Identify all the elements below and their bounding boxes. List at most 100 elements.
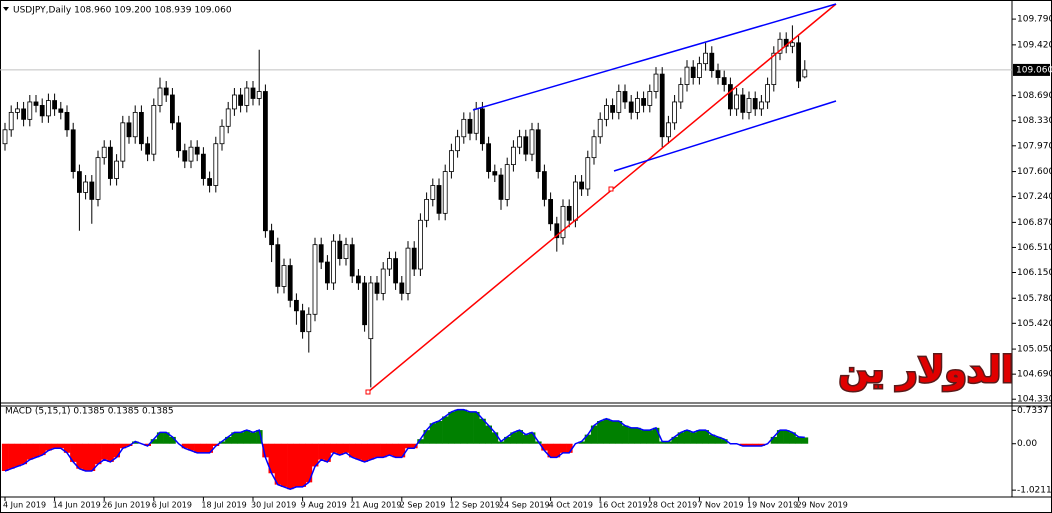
candle-body xyxy=(635,98,640,113)
candle-body xyxy=(436,185,442,214)
candle-body xyxy=(287,265,293,301)
macd-bar xyxy=(652,427,660,444)
candle-body xyxy=(58,108,64,113)
macd-bar xyxy=(355,443,362,460)
menu-arrow[interactable] xyxy=(3,7,9,11)
macd-bar xyxy=(39,443,46,456)
macd-bar xyxy=(218,441,226,444)
candle-body xyxy=(33,101,39,106)
macd-bar xyxy=(150,439,158,444)
x-tick-label: 18 Jul 2019 xyxy=(201,501,246,510)
candle-body xyxy=(101,146,107,159)
candle-body xyxy=(746,98,752,113)
macd-bar xyxy=(132,441,139,444)
x-tick-label: 7 Nov 2019 xyxy=(697,501,743,510)
macd-bar xyxy=(324,443,331,462)
x-tick-label: 14 Jun 2019 xyxy=(53,501,101,510)
candle-body xyxy=(393,258,399,284)
candle-body xyxy=(610,105,615,113)
macd-bar xyxy=(429,423,437,444)
candle-body xyxy=(256,91,262,99)
macd-bar xyxy=(14,443,21,467)
macd-bar xyxy=(795,436,802,444)
macd-bar xyxy=(466,411,474,444)
candle-body xyxy=(790,42,795,47)
macd-bar xyxy=(94,443,102,465)
macd-bar xyxy=(311,443,319,467)
macd-bar xyxy=(504,436,511,444)
candle-body xyxy=(765,84,770,103)
macd-bar xyxy=(268,443,275,474)
y-tick-label: 0.00 xyxy=(1017,439,1037,449)
candle-body xyxy=(52,100,57,110)
macd-bar xyxy=(249,432,257,444)
candle-body xyxy=(659,73,665,138)
candle-body xyxy=(114,160,119,179)
candle-body xyxy=(231,94,237,110)
macd-bar xyxy=(411,443,418,449)
x-tick-label: 28 Oct 2019 xyxy=(648,501,697,510)
macd-bar xyxy=(497,441,505,444)
macd-bar xyxy=(212,443,220,446)
candle-body xyxy=(95,157,101,200)
candle-body xyxy=(169,94,175,124)
candle-body xyxy=(486,143,492,172)
candle-body xyxy=(269,230,275,246)
candle-body xyxy=(777,38,783,54)
candle-body xyxy=(64,111,70,131)
candle-body xyxy=(560,205,566,239)
candle-body xyxy=(728,84,733,110)
macd-bar xyxy=(745,443,753,446)
candle-body xyxy=(306,313,312,333)
candle-body xyxy=(300,310,306,333)
macd-bar xyxy=(63,443,71,453)
macd-bar xyxy=(237,432,244,444)
candle-body xyxy=(46,100,51,117)
macd-bar xyxy=(597,421,604,444)
candle-body xyxy=(579,181,584,190)
candle-body xyxy=(318,244,324,263)
candle-body xyxy=(430,185,436,200)
candle-body xyxy=(591,136,597,159)
macd-bar xyxy=(770,436,778,444)
candle-body xyxy=(796,42,801,82)
macd-bar xyxy=(442,416,449,444)
macd-bar xyxy=(280,443,288,487)
macd-bar xyxy=(528,432,536,444)
macd-bar xyxy=(473,411,480,444)
candle-body xyxy=(138,111,144,145)
candle-body xyxy=(709,52,715,72)
y-tick-label: 109.790 xyxy=(1017,15,1052,25)
indicator-title: MACD (5,15,1) 0.1385 0.1385 0.1385 xyxy=(5,407,174,417)
candle-body xyxy=(622,91,628,103)
macd-bar xyxy=(225,436,232,444)
macd-bar xyxy=(88,443,96,471)
macd-bar xyxy=(690,432,697,444)
candle-body xyxy=(151,105,157,155)
macd-bar xyxy=(485,425,492,444)
candle-body xyxy=(182,150,188,162)
macd-bar xyxy=(584,434,592,444)
candle-body xyxy=(343,244,349,259)
candle-body xyxy=(424,199,430,221)
macd-bar xyxy=(615,421,623,444)
macd-bar xyxy=(262,443,269,458)
macd-bar xyxy=(57,443,65,449)
macd-bar xyxy=(696,430,703,444)
macd-bar xyxy=(342,443,350,453)
candle-body xyxy=(250,87,256,99)
candle-body xyxy=(188,146,194,162)
y-tick-label: 107.240 xyxy=(1017,192,1052,202)
candle-body xyxy=(690,66,696,78)
y-tick-label: 0.7337 xyxy=(1017,406,1049,416)
macd-bar xyxy=(702,430,709,444)
y-tick-label: 106.510 xyxy=(1017,243,1052,253)
macd-bar xyxy=(752,443,759,446)
candle-body xyxy=(523,136,529,155)
macd-bar xyxy=(181,443,189,449)
macd-bar xyxy=(274,443,282,485)
candle-body xyxy=(585,157,591,190)
candle-body xyxy=(678,84,684,103)
candle-body xyxy=(8,111,14,131)
